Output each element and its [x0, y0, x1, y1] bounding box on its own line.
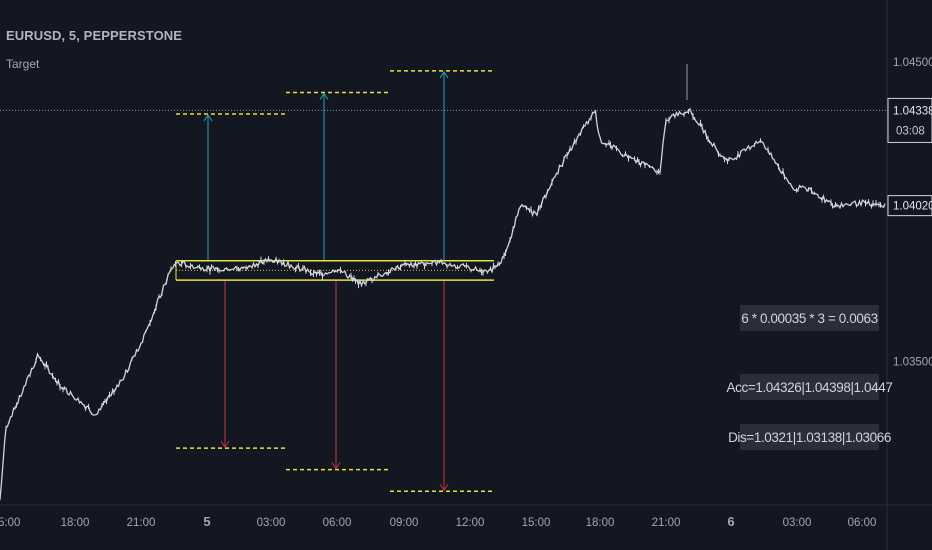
time-tick-label[interactable]: 15:00 [522, 517, 551, 529]
time-tick-label[interactable]: 6 [727, 514, 734, 529]
time-tick-label[interactable]: 18:00 [61, 517, 90, 529]
last-price-box [887, 195, 932, 217]
up-arrowhead-3 [439, 71, 449, 79]
time-tick-label[interactable]: 03:00 [783, 517, 812, 529]
time-tick-label[interactable]: 15:00 [0, 517, 20, 529]
current-price-label[interactable]: 1.04338 [893, 105, 932, 117]
time-tick-label[interactable]: 06:00 [323, 517, 352, 529]
time-tick-label[interactable]: 5 [203, 514, 210, 529]
last-price-label[interactable]: 1.04020 [893, 201, 932, 213]
up-arrowhead-2 [319, 92, 329, 100]
acc-targets-box: Acc=1.04326|1.04398|1.0447 [727, 374, 893, 400]
up-arrowhead-1 [203, 114, 213, 122]
price-tick-label[interactable]: 1.03500 [893, 356, 932, 368]
target-arrows [203, 71, 449, 492]
down-arrowhead-2 [331, 462, 341, 470]
time-tick-label[interactable]: 21:00 [652, 517, 681, 529]
price-series [0, 64, 886, 501]
time-tick-label[interactable]: 21:00 [127, 517, 156, 529]
dis-targets-box: Dis=1.0321|1.03138|1.03066 [728, 424, 891, 450]
down-arrowhead-1 [220, 440, 230, 449]
time-tick-label[interactable]: 09:00 [390, 517, 419, 529]
indicator-label[interactable]: Target [6, 57, 40, 71]
time-tick-label[interactable]: 03:00 [257, 517, 286, 529]
down-arrowhead-3 [439, 483, 449, 492]
price-tick-label[interactable]: 1.04500 [893, 57, 932, 69]
target-lines [176, 70, 494, 492]
time-axis[interactable]: 15:00 18:00 21:00 5 03:00 06:00 09:00 12:00 15:0… [0, 504, 932, 529]
time-tick-label[interactable]: 12:00 [456, 517, 485, 529]
time-tick-label[interactable]: 06:00 [848, 517, 877, 529]
time-tick-label[interactable]: 18:00 [586, 517, 615, 529]
symbol-title[interactable]: EURUSD, 5, PEPPERSTONE [6, 28, 183, 43]
formula-box: 6 * 0.00035 * 3 = 0.0063 [740, 305, 879, 331]
current-price-box [887, 97, 932, 143]
price-line [0, 107, 886, 500]
countdown-label[interactable]: 03:08 [896, 125, 925, 137]
